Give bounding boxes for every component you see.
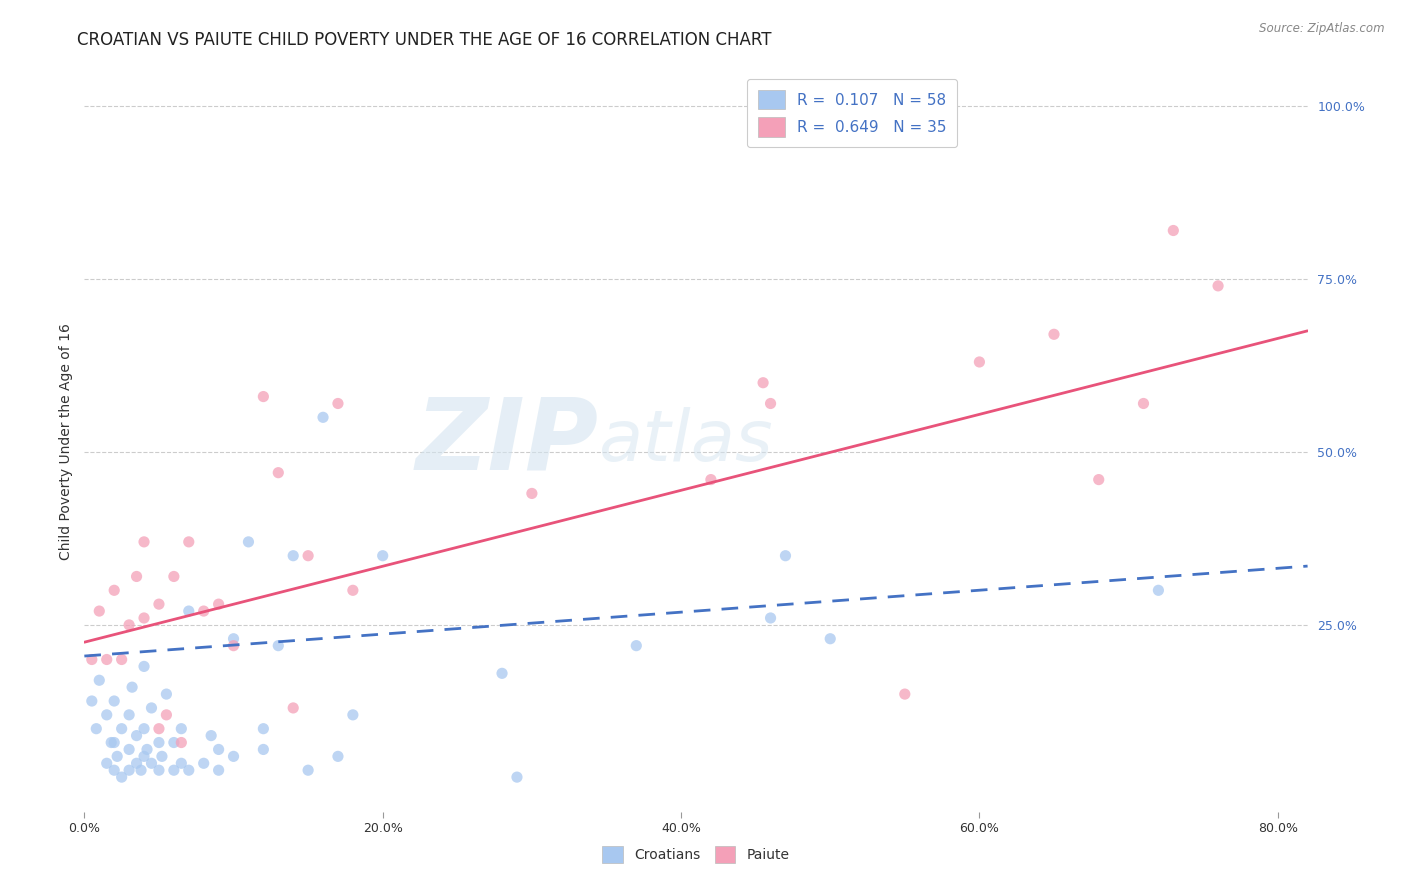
Point	[193, 756, 215, 771]
Point	[170, 735, 193, 749]
Point	[283, 549, 305, 563]
Text: atlas: atlas	[598, 407, 773, 476]
Point	[193, 604, 215, 618]
Point	[1206, 278, 1229, 293]
Text: Source: ZipAtlas.com: Source: ZipAtlas.com	[1260, 22, 1385, 36]
Point	[148, 722, 170, 736]
Point	[148, 735, 170, 749]
Point	[150, 749, 173, 764]
Point	[118, 707, 141, 722]
Point	[125, 756, 148, 771]
Point	[894, 687, 917, 701]
Point	[118, 618, 141, 632]
Point	[267, 466, 290, 480]
Point	[170, 722, 193, 736]
Point	[96, 756, 118, 771]
Point	[163, 569, 186, 583]
Point	[100, 735, 122, 749]
Point	[752, 376, 775, 390]
Point	[252, 742, 274, 756]
Point	[96, 707, 118, 722]
Point	[222, 632, 245, 646]
Point	[252, 390, 274, 404]
Point	[132, 611, 155, 625]
Point	[283, 701, 305, 715]
Point	[111, 652, 134, 666]
Point	[125, 569, 148, 583]
Point	[491, 666, 513, 681]
Point	[1087, 473, 1109, 487]
Point	[207, 742, 229, 756]
Point	[89, 604, 111, 618]
Point	[267, 639, 290, 653]
Point	[759, 611, 782, 625]
Point	[207, 763, 229, 777]
Point	[297, 549, 319, 563]
Point	[775, 549, 797, 563]
Text: CROATIAN VS PAIUTE CHILD POVERTY UNDER THE AGE OF 16 CORRELATION CHART: CROATIAN VS PAIUTE CHILD POVERTY UNDER T…	[77, 31, 772, 49]
Point	[238, 534, 260, 549]
Point	[111, 770, 134, 784]
Point	[163, 735, 186, 749]
Point	[200, 729, 222, 743]
Point	[1163, 223, 1185, 237]
Point	[177, 534, 200, 549]
Point	[103, 583, 125, 598]
Point	[129, 763, 152, 777]
Point	[103, 735, 125, 749]
Point	[141, 756, 163, 771]
Point	[1043, 327, 1066, 342]
Point	[125, 729, 148, 743]
Point	[342, 707, 364, 722]
Point	[84, 722, 107, 736]
Point	[177, 604, 200, 618]
Point	[105, 749, 128, 764]
Point	[118, 742, 141, 756]
Point	[326, 749, 349, 764]
Point	[326, 396, 349, 410]
Point	[207, 597, 229, 611]
Point	[1147, 583, 1170, 598]
Point	[700, 473, 723, 487]
Point	[132, 749, 155, 764]
Point	[80, 652, 103, 666]
Point	[222, 639, 245, 653]
Point	[148, 763, 170, 777]
Point	[80, 694, 103, 708]
Point	[132, 659, 155, 673]
Point	[342, 583, 364, 598]
Point	[132, 534, 155, 549]
Point	[506, 770, 529, 784]
Point	[222, 749, 245, 764]
Point	[155, 687, 177, 701]
Point	[1132, 396, 1154, 410]
Point	[132, 722, 155, 736]
Point	[626, 639, 648, 653]
Point	[371, 549, 394, 563]
Point	[103, 763, 125, 777]
Point	[136, 742, 159, 756]
Point	[163, 763, 186, 777]
Point	[520, 486, 543, 500]
Point	[103, 694, 125, 708]
Point	[89, 673, 111, 688]
Point	[969, 355, 991, 369]
Point	[177, 763, 200, 777]
Point	[312, 410, 335, 425]
Point	[155, 707, 177, 722]
Legend: Croatians, Paiute: Croatians, Paiute	[595, 838, 797, 871]
Point	[170, 756, 193, 771]
Point	[96, 652, 118, 666]
Text: ZIP: ZIP	[415, 393, 598, 490]
Point	[141, 701, 163, 715]
Point	[818, 632, 841, 646]
Point	[148, 597, 170, 611]
Point	[121, 680, 143, 694]
Point	[118, 763, 141, 777]
Y-axis label: Child Poverty Under the Age of 16: Child Poverty Under the Age of 16	[59, 323, 73, 560]
Point	[759, 396, 782, 410]
Point	[297, 763, 319, 777]
Point	[111, 722, 134, 736]
Point	[252, 722, 274, 736]
